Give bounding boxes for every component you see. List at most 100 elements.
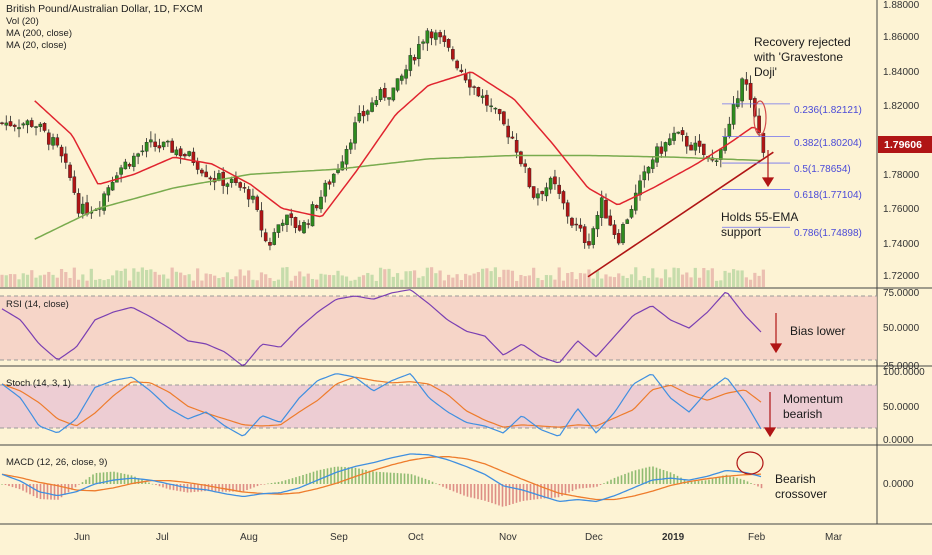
macd-hist-bar [617, 476, 619, 484]
volume-bar [179, 272, 183, 287]
macd-hist-bar [43, 484, 45, 500]
macd-hist-bar [631, 471, 633, 484]
volume-bar [668, 277, 672, 287]
candle-body [561, 191, 566, 204]
candle-body [208, 177, 213, 180]
macd-hist-bar [183, 484, 185, 492]
macd-hist-bar [337, 466, 339, 484]
indicator-axis: 75.0000 50.0000 25.0000 100.0000 50.0000… [883, 288, 925, 490]
candle-body [608, 215, 613, 226]
ma20-label: MA (20, close) [6, 40, 67, 51]
candle-body [178, 148, 183, 157]
macd-hist-bar [197, 484, 199, 492]
stoch-annotation-line: bearish [783, 407, 822, 421]
volume-bar [583, 273, 587, 287]
candle-body [659, 146, 664, 154]
macd-hist-bar [613, 477, 616, 484]
macd-hist-bar [64, 484, 66, 495]
macd-hist-bar [410, 474, 413, 484]
candle-body [714, 160, 719, 162]
volume-bar [110, 275, 115, 287]
volume-bar [387, 268, 391, 287]
candle-body [595, 215, 600, 230]
volume-bar [102, 280, 106, 287]
macd-hist-bar [284, 480, 287, 484]
candle-body [251, 195, 255, 200]
volume-bar [757, 275, 761, 287]
volume-bar [600, 278, 604, 287]
macd-hist-bar [32, 484, 35, 497]
candle-body [570, 217, 574, 226]
macd-hist-bar [753, 484, 756, 485]
volume-bar [595, 270, 600, 287]
candle-body [68, 164, 72, 178]
volume-bar [519, 274, 523, 287]
volume-bar [200, 280, 204, 287]
macd-hist-bar [130, 475, 133, 484]
macd-hist-bar [648, 466, 651, 484]
volume-bar [353, 279, 357, 287]
volume-bar [625, 278, 629, 287]
macd-hist-bar [305, 473, 308, 484]
volume-bar [344, 276, 349, 287]
candle-body [663, 142, 668, 152]
volume-bar [476, 272, 480, 287]
macd-hist-bar [575, 484, 577, 490]
volume-bar [689, 277, 693, 287]
candle-body [276, 224, 281, 233]
price-tick: 1.82000 [883, 101, 920, 112]
volume-bar [72, 267, 76, 287]
candle-body [353, 122, 357, 144]
candle-body [646, 166, 651, 174]
candle-body [412, 57, 417, 61]
macd-hist-bar [725, 474, 728, 484]
ma200-label: MA (200, close) [6, 28, 72, 39]
macd-hist-bar [428, 480, 430, 484]
candle-body [246, 189, 251, 200]
candle-body [76, 193, 81, 214]
macd-line [1, 453, 762, 503]
rsi-axis-tick: 25.0000 [883, 361, 920, 372]
volume-bar [17, 279, 21, 287]
volume-bar [498, 277, 502, 287]
stoch-arrowhead [763, 427, 777, 438]
macd-hist-bar [312, 471, 315, 484]
macd-hist-bar [309, 472, 311, 484]
volume-bar [340, 275, 344, 287]
holds-annotation-line: support [721, 225, 762, 239]
candle-body [727, 123, 732, 137]
fib-label: 0.786(1.74898) [794, 228, 862, 239]
macd-hist-bar [162, 484, 164, 488]
volume-bar [98, 278, 102, 287]
macd-hist-bar [701, 480, 703, 484]
volume-bar [442, 280, 446, 287]
volume-bar [663, 269, 668, 287]
macd-hist-bar [57, 484, 59, 500]
candle-body [459, 69, 464, 72]
macd-histogram [1, 466, 763, 507]
volume-bar [4, 275, 8, 287]
volume-bar [702, 268, 706, 287]
macd-hist-bar [172, 484, 175, 491]
candle-body [34, 126, 38, 128]
macd-label: MACD (12, 26, close, 9) [6, 457, 107, 468]
volume-bar [451, 277, 455, 287]
macd-hist-bar [487, 484, 490, 502]
macd-hist-bar [109, 471, 112, 484]
stoch-band [0, 385, 877, 428]
candle-body [25, 120, 30, 126]
volume-bar [187, 274, 191, 287]
macd-hist-bar [704, 480, 707, 484]
candle-body [417, 44, 421, 60]
candle-body [21, 123, 26, 126]
macd-hist-bar [74, 484, 77, 488]
volume-bar [293, 275, 298, 287]
volume-bar [89, 268, 93, 287]
macd-hist-bar [78, 484, 80, 485]
volume-bar [47, 271, 51, 287]
x-tick: 2019 [662, 532, 685, 543]
volume-bar [285, 267, 289, 287]
macd-hist-bar [603, 483, 605, 484]
